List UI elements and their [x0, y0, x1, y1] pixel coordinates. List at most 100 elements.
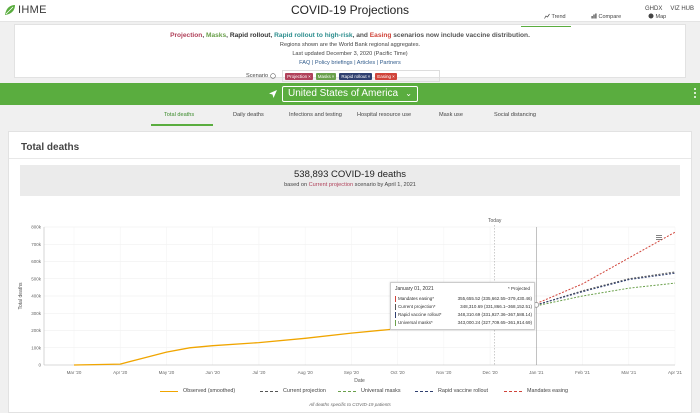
total-deaths-headline: 538,893 COVID-19 deaths	[294, 169, 406, 180]
legend-item[interactable]: Universal masks	[338, 388, 401, 394]
scenario-chip-label: Rapid rollout	[341, 73, 367, 79]
notice-masks: Masks	[205, 32, 227, 39]
scenario-chip[interactable]: Projection×	[285, 72, 313, 80]
location-select[interactable]: United States of America ⌄	[282, 86, 418, 102]
active-tab-indicator	[151, 124, 213, 126]
viz-hub-link[interactable]: VIZ HUB	[670, 6, 694, 12]
tooltip-row-value: 348,310.69 (331,927.36–367,588.14)	[457, 312, 532, 317]
scenario-label: Scenario	[246, 73, 269, 79]
more-options-icon[interactable]	[694, 88, 697, 100]
summary-prefix: based on	[284, 182, 309, 188]
summary-scenario: Current projection	[308, 182, 354, 188]
card-divider	[9, 158, 691, 159]
link-sep: |	[310, 60, 315, 66]
scenario-chip-box[interactable]: Projection× Masks× Rapid rollout× Easing×	[282, 70, 441, 82]
tooltip-row: Rapid vaccine rollout* 348,310.69 (331,92…	[395, 312, 532, 318]
link-sep: |	[375, 60, 380, 66]
active-view-indicator	[521, 26, 571, 27]
legend-item[interactable]: Current projection	[260, 388, 326, 394]
tab-infections-testing[interactable]: Infections and testing	[289, 112, 342, 118]
policy-briefings-link[interactable]: Policy briefings	[314, 60, 353, 66]
legend-item[interactable]: Observed (smoothed)	[160, 388, 235, 394]
footnote: All deaths specific to COVID-19 patients	[309, 402, 391, 407]
tooltip-row-label: Current projection*	[398, 304, 436, 309]
notice-sep: ,	[270, 32, 275, 39]
notice-links: FAQ | Policy briefings | Articles | Part…	[15, 60, 685, 66]
summary-subtitle: based on Current projection scenario by …	[20, 182, 680, 188]
tooltip-row-label: Universal masks*	[398, 320, 433, 325]
tab-map-label: Map	[655, 14, 667, 20]
notice-easing: Easing	[369, 32, 392, 39]
faq-link[interactable]: FAQ	[299, 60, 311, 66]
remove-chip-icon[interactable]: ×	[331, 73, 335, 79]
scenario-chip[interactable]: Masks×	[315, 72, 337, 80]
legend-label: Observed (smoothed)	[183, 388, 236, 394]
legend-swatch	[338, 390, 356, 392]
legend-label: Mandates easing	[527, 388, 569, 394]
tab-map[interactable]: Map	[648, 13, 666, 20]
card-title: Total deaths	[21, 142, 80, 153]
tab-daily-deaths[interactable]: Daily deaths	[233, 112, 264, 118]
tooltip-row-label: Rapid vaccine rollout*	[398, 312, 442, 317]
legend-item[interactable]: Mandates easing	[504, 388, 568, 394]
leaf-logo-icon	[5, 5, 15, 15]
legend-item[interactable]: Rapid vaccine rollout	[415, 388, 488, 394]
tooltip-row-label: Mandates easing*	[398, 296, 435, 301]
legend-label: Universal masks	[361, 388, 401, 394]
tooltip-row-value: 343,000.24 (327,709.65–361,914.69)	[457, 320, 532, 325]
tab-hospital-resource-use[interactable]: Hospital resource use	[357, 112, 412, 118]
notice-sep: ,	[226, 32, 230, 39]
scenario-chip[interactable]: Rapid rollout×	[339, 72, 373, 80]
articles-link[interactable]: Articles	[356, 60, 376, 66]
top-links: GHDX VIZ HUB	[645, 6, 694, 12]
notice-rapid-rollout: Rapid rollout	[229, 32, 271, 39]
legend-label: Current projection	[283, 388, 326, 394]
location-arrow-icon[interactable]	[268, 89, 278, 99]
notice-sep: ,	[202, 32, 206, 39]
legend-label: Rapid vaccine rollout	[438, 388, 489, 394]
tooltip-row-value: 355,655.52 (335,662.55–379,430.46)	[457, 296, 532, 301]
chevron-down-icon: ⌄	[405, 89, 412, 98]
globe-icon	[648, 13, 654, 19]
scenario-filter: Scenario Projection× Masks× Rapid rollout×…	[246, 70, 441, 82]
legend-swatch	[504, 390, 522, 392]
info-icon[interactable]	[270, 73, 276, 79]
chart-card: Total deaths 538,893 COVID-19 deaths bas…	[8, 131, 692, 413]
notice-rapid-rollout-high-risk: Rapid rollout to high-risk	[274, 32, 353, 39]
tooltip-row: Mandates easing* 355,655.52 (335,662.55–3…	[395, 296, 532, 302]
tab-compare-label: Compare	[598, 14, 622, 20]
scenario-chip-label: Easing	[377, 73, 392, 79]
regions-note: Regions shown are the World Bank regiona…	[279, 42, 421, 48]
legend-swatch	[260, 390, 278, 392]
tooltip-date: January 01, 2021	[395, 286, 434, 292]
tab-social-distancing[interactable]: Social distancing	[494, 112, 536, 118]
notice-suffix: scenarios now include vaccine distributi…	[391, 32, 530, 39]
scenario-chip-label: Masks	[317, 73, 331, 79]
tooltip-row: Universal masks* 343,000.24 (327,709.65–3…	[395, 320, 532, 326]
notice-sep: , and	[352, 32, 370, 39]
notice-projection: Projection	[170, 32, 203, 39]
scenario-chip-label: Projection	[287, 73, 308, 79]
partners-link[interactable]: Partners	[379, 60, 401, 66]
location-bar: United States of America ⌄	[0, 83, 700, 105]
tab-trend[interactable]: Trend	[544, 13, 566, 20]
tooltip-row: Current projection* 348,310.69 (331,866.1…	[395, 304, 532, 310]
last-updated: Last updated December 3, 2020 (Pacific T…	[292, 51, 408, 57]
remove-chip-icon[interactable]: ×	[367, 73, 371, 79]
summary-suffix: scenario by April 1, 2021	[353, 182, 416, 188]
ihme-logo[interactable]: IHME	[4, 4, 47, 16]
tab-total-deaths[interactable]: Total deaths	[164, 112, 195, 118]
legend-swatch	[160, 390, 178, 392]
trend-icon	[544, 13, 550, 19]
legend-swatch	[415, 390, 433, 392]
tab-mask-use[interactable]: Mask use	[439, 112, 463, 118]
logo-text: IHME	[18, 4, 47, 16]
remove-chip-icon[interactable]: ×	[392, 73, 395, 79]
scenario-chip[interactable]: Easing×	[375, 72, 397, 80]
vaccine-notice: Projection, Masks, Rapid rollout, Rapid …	[15, 32, 685, 39]
tab-compare[interactable]: Compare	[591, 13, 621, 20]
tooltip-note: * Projected	[507, 286, 530, 291]
ghdx-link[interactable]: GHDX	[644, 6, 663, 12]
location-selected: United States of America	[288, 88, 399, 99]
remove-chip-icon[interactable]: ×	[308, 73, 311, 79]
